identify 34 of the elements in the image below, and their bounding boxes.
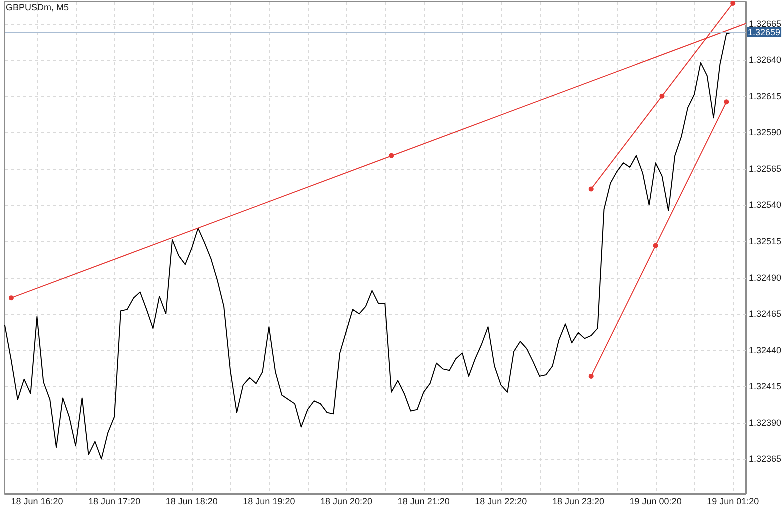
- y-tick-label: 1.32515: [749, 236, 782, 246]
- chart-title: GBPUSDm, M5: [6, 2, 70, 12]
- point: [660, 94, 665, 99]
- y-tick-label: 1.32465: [749, 309, 782, 320]
- x-tick-label: 18 Jun 19:20: [243, 496, 296, 506]
- x-tick-label: 19 Jun 00:20: [630, 496, 682, 506]
- point: [653, 243, 658, 248]
- point: [724, 100, 730, 105]
- line-series: [4, 32, 734, 460]
- y-tick-label: 1.32590: [749, 128, 782, 138]
- y-tick-label: 1.32440: [749, 345, 782, 356]
- y-tick-label: 1.32640: [749, 55, 782, 66]
- y-tick-label: 1.32490: [749, 272, 782, 283]
- y-tick-label: 1.32615: [749, 91, 782, 102]
- y-tick-label: 1.32415: [749, 382, 782, 392]
- x-tick-label: 18 Jun 23:20: [552, 496, 604, 506]
- x-tick-label: 18 Jun 20:20: [320, 496, 373, 506]
- x-tick-label: 18 Jun 18:20: [166, 496, 218, 506]
- point: [730, 0, 736, 6]
- x-tick-label: 18 Jun 22:20: [475, 496, 528, 506]
- x-tick-label: 18 Jun 17:20: [88, 496, 141, 506]
- point: [588, 374, 594, 379]
- y-tick-label: 1.32665: [749, 18, 782, 29]
- y-tick-label: 1.32365: [749, 454, 782, 464]
- x-tick-label: 19 Jun 01:20: [707, 496, 760, 506]
- y-tick-label: 1.32540: [749, 200, 782, 210]
- point: [588, 186, 594, 192]
- y-tick-label: 1.32390: [749, 418, 782, 428]
- point: [8, 296, 14, 301]
- point: [389, 153, 394, 158]
- x-tick-label: 18 Jun 21:20: [398, 496, 450, 506]
- x-tick-label: 18 Jun 16:20: [11, 496, 64, 506]
- y-tick-label: 1.32565: [749, 164, 782, 174]
- ref-line-label: 1.32659: [748, 27, 781, 38]
